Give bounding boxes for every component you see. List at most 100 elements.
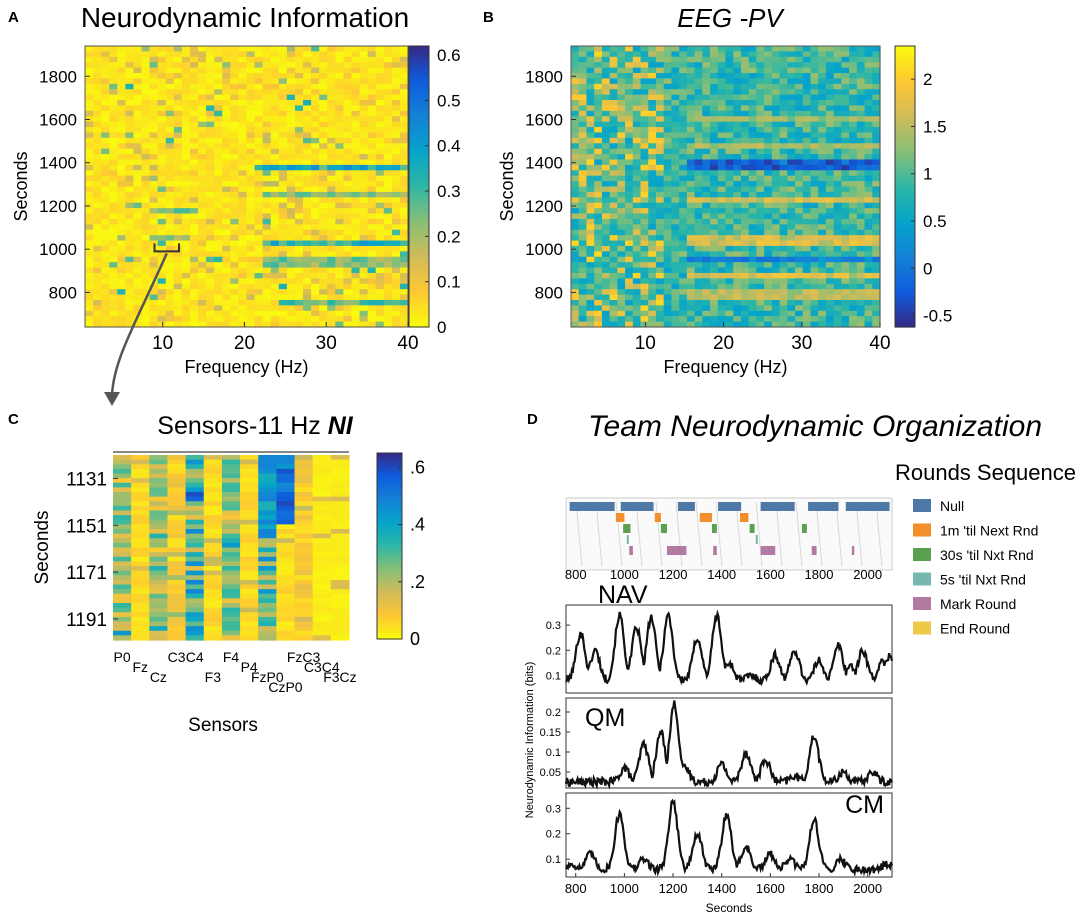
colorbar-cell [895, 172, 915, 178]
heatmap-cell [825, 229, 835, 236]
heatmap-cell [258, 575, 277, 581]
heatmap-cell [383, 272, 393, 279]
heatmap-cell [93, 159, 102, 166]
heatmap-cell [810, 143, 819, 150]
heatmap-cell [238, 100, 248, 107]
heatmap-cell [222, 224, 231, 231]
heatmap-cell [221, 626, 241, 632]
heatmap-cell [85, 137, 94, 144]
heatmap-cell [787, 224, 796, 231]
heatmap-cell [141, 283, 151, 290]
heatmap-cell [686, 132, 696, 139]
heatmap-cell [359, 110, 369, 117]
heatmap-cell [270, 229, 280, 236]
heatmap-cell [311, 116, 320, 123]
heatmap-cell [221, 519, 241, 525]
heatmap-cell [609, 170, 618, 177]
heatmap-cell [609, 208, 618, 215]
heatmap-cell [586, 89, 595, 96]
heatmap-cell [764, 278, 773, 285]
heatmap-cell [93, 116, 102, 123]
heatmap-cell [679, 305, 688, 312]
heatmap-cell [841, 262, 850, 269]
heatmap-cell [181, 83, 191, 90]
heatmap-cell [833, 283, 842, 290]
heatmap-cell [240, 598, 259, 604]
heatmap-cell [117, 116, 126, 123]
heatmap-cell [864, 310, 873, 317]
heatmap-cell [740, 100, 750, 107]
heatmap-cell [594, 283, 603, 290]
heatmap-cell [214, 148, 223, 155]
heatmap-cell [214, 154, 223, 161]
heatmap-cell [383, 181, 393, 188]
heatmap-cell [214, 78, 223, 85]
heatmap-cell [383, 218, 393, 225]
heatmap-cell [240, 542, 259, 549]
heatmap-cell [198, 154, 207, 161]
heatmap-cell [787, 116, 796, 123]
heatmap-cell [198, 89, 207, 96]
heatmap-cell [802, 132, 812, 139]
heatmap-cell [717, 321, 727, 328]
heatmap-cell [117, 175, 126, 182]
heatmap-cell [185, 455, 205, 461]
heatmap-cell [686, 94, 696, 101]
colorbar-cell [377, 632, 402, 637]
heatmap-cell [278, 46, 288, 53]
heatmap-cell [609, 294, 618, 301]
heatmap-cell [764, 218, 773, 225]
heatmap-cell [571, 224, 580, 231]
heatmap-cell [131, 570, 150, 576]
colorbar-cell [377, 471, 402, 476]
heatmap-cell [198, 116, 207, 123]
heatmap-cell [632, 245, 642, 252]
heatmap-cell [109, 181, 118, 188]
heatmap-cell [702, 132, 711, 139]
heatmap-cell [702, 245, 711, 252]
heatmap-cell [399, 121, 409, 128]
colorbar-tick-label: -0.5 [923, 307, 952, 326]
heatmap-cell [165, 89, 175, 96]
heatmap-cell [594, 272, 603, 279]
heatmap-cell [181, 251, 191, 258]
heatmap-cell [319, 159, 328, 166]
heatmap-cell [303, 316, 312, 323]
heatmap-cell [359, 94, 369, 101]
heatmap-cell [254, 181, 264, 188]
heatmap-cell [189, 289, 199, 296]
heatmap-cell [383, 73, 393, 80]
heatmap-cell [221, 459, 241, 465]
heatmap-cell [594, 159, 603, 166]
heatmap-cell [818, 256, 827, 263]
heatmap-cell [254, 148, 264, 155]
colorbar-cell [409, 317, 429, 323]
heatmap-cell [702, 127, 711, 134]
heatmap-cell [586, 229, 595, 236]
heatmap-cell [240, 533, 259, 539]
heatmap-cell [810, 100, 819, 107]
heatmap-cell [294, 154, 304, 161]
heatmap-cell [157, 283, 167, 290]
heatmap-cell [327, 154, 336, 161]
heatmap-cell [254, 267, 264, 274]
heatmap-cell [230, 51, 240, 58]
heatmap-cell [125, 208, 135, 215]
heatmap-cell [779, 305, 788, 312]
heatmap-cell [640, 78, 649, 85]
heatmap-cell [810, 51, 819, 58]
heatmap-cell [399, 202, 409, 209]
heatmap-cell [399, 229, 409, 236]
heatmap-cell [756, 218, 765, 225]
heatmap-cell [93, 316, 102, 323]
heatmap-cell [262, 251, 272, 258]
heatmap-cells [113, 455, 350, 641]
heatmap-cell [787, 148, 796, 155]
heatmap-cell [311, 56, 320, 63]
heatmap-cell [625, 278, 634, 285]
heatmap-cell [238, 289, 248, 296]
heatmap-cell [319, 89, 328, 96]
heatmap-cell [872, 132, 881, 139]
heatmap-cell [671, 110, 680, 117]
heatmap-cell [717, 121, 727, 128]
